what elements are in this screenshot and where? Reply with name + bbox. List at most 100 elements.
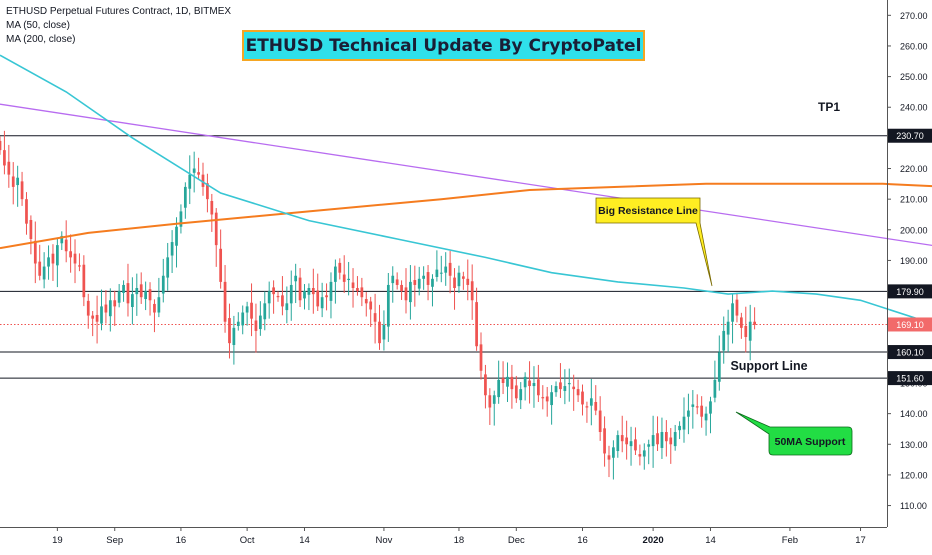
- candle-body: [29, 219, 33, 239]
- candle-body: [537, 379, 540, 396]
- ma50-line: [0, 54, 932, 326]
- x-tick-label: Sep: [106, 535, 123, 546]
- candle-body: [748, 321, 752, 341]
- y-tick-label: 140.00: [900, 409, 928, 419]
- candle-body: [559, 382, 562, 390]
- candle-body: [691, 404, 695, 407]
- candle-body: [201, 174, 205, 187]
- candle-body: [501, 378, 505, 383]
- price-tag-label: 179.90: [896, 287, 924, 297]
- candle-body: [409, 281, 412, 303]
- candle-body: [294, 275, 298, 282]
- ma200-legend[interactable]: MA (200, close): [6, 34, 76, 45]
- candle-body: [179, 211, 183, 227]
- candle-body: [695, 406, 699, 408]
- candle-body: [16, 177, 20, 186]
- candle-body: [550, 392, 553, 406]
- candle-body: [647, 444, 651, 447]
- y-tick-label: 190.00: [900, 256, 928, 266]
- candle-body: [3, 150, 6, 166]
- price-tag-bg: [888, 345, 932, 360]
- y-tick-label: 270.00: [900, 11, 928, 21]
- candle-body: [545, 396, 549, 402]
- candle-body: [197, 172, 200, 175]
- candle-body: [60, 235, 64, 244]
- candle-body: [73, 253, 77, 264]
- y-tick-label: 260.00: [900, 41, 928, 51]
- candle-body: [131, 294, 134, 308]
- candle-body: [726, 321, 730, 335]
- candle-body: [466, 278, 470, 285]
- x-tick-label: 16: [176, 535, 187, 546]
- candle-body: [25, 199, 28, 224]
- candle-body: [135, 288, 139, 295]
- x-tick-label: 16: [577, 535, 588, 546]
- candle-body: [157, 297, 161, 313]
- candle-body: [497, 379, 501, 398]
- candle-body: [431, 278, 434, 287]
- candle-body: [514, 385, 518, 399]
- y-tick-label: 200.00: [900, 225, 928, 235]
- candle-body: [678, 425, 681, 431]
- candle-body: [753, 321, 756, 325]
- candle-body: [139, 284, 143, 298]
- candle-body: [214, 212, 218, 246]
- candle-body: [78, 265, 81, 267]
- symbol-legend[interactable]: ETHUSD Perpetual Futures Contract, 1D, B…: [6, 6, 232, 17]
- big-resistance-label: Big Resistance Line: [598, 205, 698, 217]
- candle-body: [417, 278, 421, 289]
- candle-body: [435, 269, 439, 277]
- candle-body: [117, 291, 121, 303]
- ma50-legend[interactable]: MA (50, close): [6, 20, 70, 31]
- candle-body: [386, 284, 390, 327]
- candle-body: [528, 380, 531, 387]
- candle-body: [744, 326, 748, 338]
- price-tag-bg: [888, 371, 932, 386]
- candle-body: [422, 275, 426, 279]
- candle-body: [338, 262, 342, 273]
- x-tick-label: 14: [299, 535, 310, 546]
- candle-body: [82, 264, 86, 298]
- candle-body: [153, 303, 156, 313]
- candle-body: [673, 432, 677, 447]
- candle-body: [453, 277, 456, 289]
- candle-body: [444, 266, 448, 273]
- big-resistance-callout-shape: [595, 197, 713, 287]
- ma50-support-callout-shape: [735, 411, 853, 456]
- price-tag-bg: [888, 317, 932, 332]
- candle-body: [598, 410, 602, 433]
- price-tag-label: 230.70: [896, 131, 924, 141]
- candle-body: [603, 428, 606, 454]
- candle-body: [475, 302, 478, 347]
- price-tag-label: 151.60: [896, 374, 924, 384]
- candle-body: [660, 432, 664, 448]
- resistance-trendline: [0, 103, 932, 247]
- candle-body: [634, 439, 637, 451]
- x-tick-label: 17: [855, 535, 866, 546]
- x-tick-label: 2020: [643, 535, 664, 546]
- price-tag-label: 169.10: [896, 320, 924, 330]
- candle-body: [563, 386, 567, 391]
- candle-body: [20, 181, 24, 200]
- candle-body: [285, 303, 289, 311]
- candle-body: [669, 437, 673, 445]
- candle-body: [241, 312, 245, 326]
- candle-body: [664, 432, 668, 442]
- candle-body: [303, 291, 306, 299]
- candle-body: [192, 168, 196, 173]
- y-tick-label: 250.00: [900, 72, 928, 82]
- candle-body: [316, 290, 320, 307]
- x-tick-label: Feb: [782, 535, 798, 546]
- candle-body: [713, 379, 717, 398]
- candle-body: [206, 183, 209, 200]
- candle-body: [731, 303, 734, 322]
- candle-body: [42, 266, 46, 280]
- x-tick-label: 19: [52, 535, 63, 546]
- candle-body: [183, 186, 187, 208]
- candle-body: [448, 262, 452, 276]
- annotations: TP1 Big Resistance Line Support Line 50MA S…: [595, 100, 853, 456]
- candle-body: [413, 280, 417, 285]
